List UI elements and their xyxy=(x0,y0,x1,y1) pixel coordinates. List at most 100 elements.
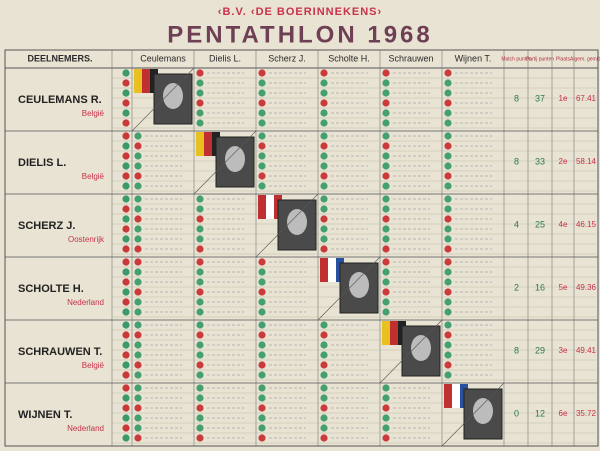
flag-stripe xyxy=(452,384,460,408)
result-dot xyxy=(320,132,328,140)
discipline-dot xyxy=(122,361,130,369)
diagonal-line xyxy=(379,319,443,384)
result-dot xyxy=(196,341,204,349)
result-dot xyxy=(320,69,328,77)
result-dot xyxy=(320,142,328,150)
result-dot xyxy=(382,384,390,392)
flag-stripe xyxy=(320,258,328,282)
match-points: 8 xyxy=(514,156,519,166)
result-dot xyxy=(258,258,266,266)
result-dot xyxy=(196,414,204,422)
discipline-dot xyxy=(122,172,130,180)
result-dot xyxy=(320,205,328,213)
result-dot xyxy=(444,225,452,233)
result-dot xyxy=(134,268,142,276)
column-header: Ceulemans xyxy=(140,53,186,63)
result-dot xyxy=(258,288,266,296)
match-points: 0 xyxy=(514,408,519,418)
result-dot xyxy=(320,172,328,180)
match-points: 8 xyxy=(514,93,519,103)
place: 3e xyxy=(559,346,568,355)
result-dot xyxy=(382,235,390,243)
result-dot xyxy=(382,119,390,127)
column-header: Plaats xyxy=(556,56,570,62)
column-header: Dielis L. xyxy=(209,53,241,63)
result-dot xyxy=(382,205,390,213)
result-dot xyxy=(258,109,266,117)
result-dot xyxy=(258,79,266,87)
result-dot xyxy=(134,384,142,392)
result-dot xyxy=(258,298,266,306)
result-dot xyxy=(196,288,204,296)
result-dot xyxy=(444,371,452,379)
result-dot xyxy=(382,404,390,412)
flag-stripe xyxy=(258,195,266,219)
result-dot xyxy=(382,89,390,97)
flag-stripe xyxy=(390,321,398,345)
discipline-dot xyxy=(122,162,130,170)
player-name: SCHERZ J. xyxy=(18,220,75,232)
result-dot xyxy=(444,89,452,97)
result-dot xyxy=(444,268,452,276)
result-dot xyxy=(382,308,390,316)
result-dot xyxy=(382,142,390,150)
discipline-dot xyxy=(122,89,130,97)
result-dot xyxy=(134,434,142,442)
result-dot xyxy=(134,182,142,190)
result-dot xyxy=(196,79,204,87)
discipline-dot xyxy=(122,205,130,213)
column-header: Wijnen T. xyxy=(455,53,492,63)
player-country: België xyxy=(82,109,105,118)
result-dot xyxy=(134,215,142,223)
column-header: Schrauwen xyxy=(388,53,433,63)
result-dot xyxy=(134,351,142,359)
result-dot xyxy=(320,384,328,392)
result-dot xyxy=(258,434,266,442)
result-dot xyxy=(258,331,266,339)
discipline-dot xyxy=(122,152,130,160)
result-dot xyxy=(320,89,328,97)
flag-stripe xyxy=(196,132,204,156)
result-dot xyxy=(320,414,328,422)
result-dot xyxy=(320,225,328,233)
result-dot xyxy=(444,109,452,117)
result-dot xyxy=(320,371,328,379)
result-dot xyxy=(382,245,390,253)
column-header: Match punten xyxy=(501,56,532,62)
result-dot xyxy=(258,414,266,422)
result-dot xyxy=(134,308,142,316)
result-dot xyxy=(382,152,390,160)
result-dot xyxy=(320,162,328,170)
match-points: 4 xyxy=(514,219,519,229)
result-dot xyxy=(196,308,204,316)
photo-face xyxy=(473,398,493,424)
game-points: 25 xyxy=(535,219,545,229)
result-dot xyxy=(196,119,204,127)
result-dot xyxy=(258,361,266,369)
player-name: SCHRAUWEN T. xyxy=(18,346,102,358)
average: 58.14 xyxy=(576,157,597,166)
result-dot xyxy=(134,278,142,286)
result-dot xyxy=(258,424,266,432)
game-points: 29 xyxy=(535,345,545,355)
photo-face xyxy=(349,272,369,298)
result-dot xyxy=(196,384,204,392)
result-dot xyxy=(382,288,390,296)
result-dot xyxy=(444,298,452,306)
diagonal-line xyxy=(317,256,381,321)
result-dot xyxy=(320,245,328,253)
result-dot xyxy=(134,225,142,233)
discipline-dot xyxy=(122,109,130,117)
result-dot xyxy=(134,298,142,306)
result-dot xyxy=(444,132,452,140)
result-dot xyxy=(320,394,328,402)
discipline-dot xyxy=(122,434,130,442)
discipline-dot xyxy=(122,99,130,107)
flag-stripe xyxy=(204,132,212,156)
column-header: Scherz J. xyxy=(268,53,306,63)
result-dot xyxy=(444,69,452,77)
discipline-dot xyxy=(122,341,130,349)
result-dot xyxy=(134,142,142,150)
discipline-dot xyxy=(122,132,130,140)
result-dot xyxy=(320,99,328,107)
